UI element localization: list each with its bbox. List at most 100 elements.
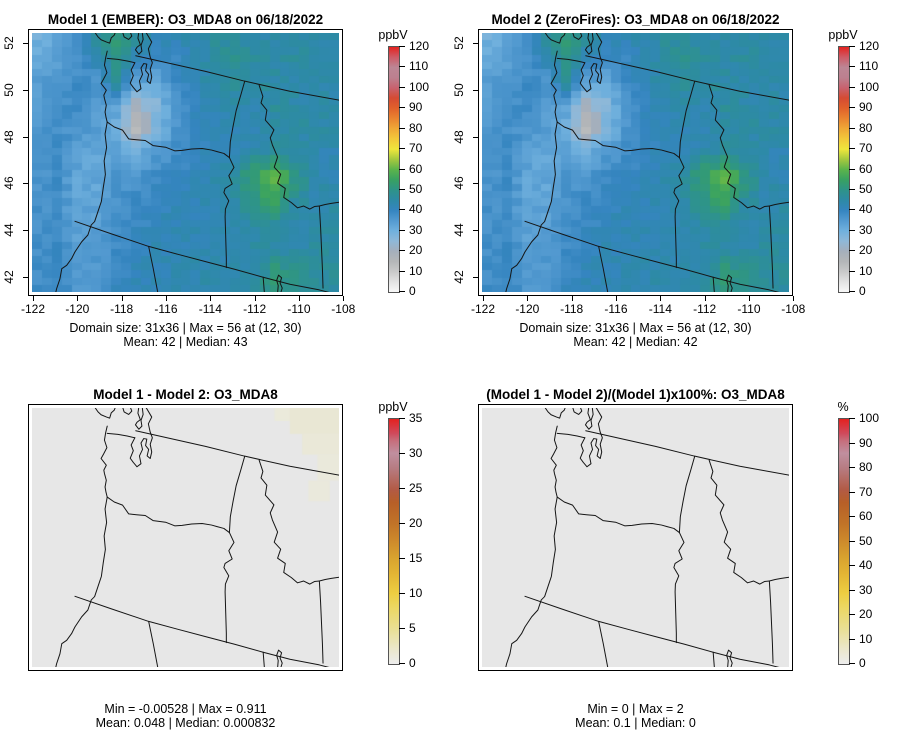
x-axis-tick xyxy=(527,296,529,301)
x-axis-tick-label: -108 xyxy=(331,302,356,316)
colorbar-tick-mark xyxy=(849,66,855,68)
colorbar-tick-label: 80 xyxy=(859,120,873,135)
y-axis-tick xyxy=(473,89,478,91)
colorbar-tick-label: 70 xyxy=(859,141,873,156)
panel-title: Model 1 (EMBER): O3_MDA8 on 06/18/2022 xyxy=(47,12,324,27)
x-axis-tick-label: -114 xyxy=(198,302,222,316)
colorbar-tick-label: 30 xyxy=(859,582,873,597)
colorbar-tick-label: 10 xyxy=(859,631,873,646)
colorbar-tick-label: 0 xyxy=(859,284,866,298)
x-axis-tick-label: -116 xyxy=(154,302,178,316)
stats-line-2: Mean: 42 | Median: 43 xyxy=(123,335,248,349)
x-axis-tick-label: -122 xyxy=(20,302,46,316)
y-axis-tick-label: 48 xyxy=(452,129,466,144)
y-axis-tick-label: 42 xyxy=(2,270,16,284)
colorbar-tick-mark xyxy=(399,418,405,419)
colorbar-tick-mark xyxy=(399,86,405,88)
colorbar-tick-label: 100 xyxy=(409,79,430,94)
colorbar-tick-label: 40 xyxy=(409,202,423,217)
panel-stats: Domain size: 31x36 | Max = 56 at (12, 30… xyxy=(456,321,815,349)
colorbar-tick-label: 60 xyxy=(859,509,873,523)
colorbar-tick-mark xyxy=(849,418,855,419)
stats-line-1: Domain size: 31x36 | Max = 56 at (12, 30… xyxy=(519,321,752,335)
x-axis-tick xyxy=(748,296,750,301)
colorbar-tick-mark xyxy=(849,491,855,493)
x-axis-tick-label: -112 xyxy=(693,302,717,316)
colorbar-tick-mark xyxy=(849,148,855,150)
x-axis-tick-label: -116 xyxy=(604,302,628,316)
colorbar-tick-mark xyxy=(399,127,405,129)
colorbar-tick-mark xyxy=(399,291,405,292)
colorbar-tick-mark xyxy=(849,540,855,542)
y-axis-tick-label: 46 xyxy=(2,176,16,191)
ozone-heatmap-raster xyxy=(32,33,339,292)
colorbar-tick-label: 60 xyxy=(409,161,423,176)
colorbar-tick-label: 120 xyxy=(859,39,880,53)
colorbar-tick-label: 10 xyxy=(859,263,873,278)
panel-title: (Model 1 - Model 2)/(Model 1)x100%: O3_M… xyxy=(486,387,785,402)
colorbar-tick-label: 50 xyxy=(859,181,873,196)
panel-model1-ember: Model 1 (EMBER): O3_MDA8 on 06/18/2022 -… xyxy=(0,0,450,376)
y-axis-tick-label: 50 xyxy=(2,83,16,97)
state-outline-map xyxy=(32,33,339,292)
x-axis-tick xyxy=(210,296,212,301)
colorbar-tick-mark xyxy=(849,589,855,591)
colorbar-tick-mark xyxy=(849,663,855,664)
state-outline-map xyxy=(32,408,339,667)
colorbar-tick-mark xyxy=(849,614,855,615)
y-axis-tick-label: 46 xyxy=(452,176,466,191)
colorbar xyxy=(838,418,850,665)
colorbar-tick-mark xyxy=(399,229,405,231)
x-axis-tick xyxy=(660,296,662,301)
colorbar-tick-label: 5 xyxy=(409,621,416,635)
x-axis-tick xyxy=(793,296,795,301)
colorbar xyxy=(388,46,400,293)
colorbar-tick-mark xyxy=(849,127,855,129)
colorbar-tick-mark xyxy=(849,46,855,47)
y-axis-tick-label: 44 xyxy=(452,223,466,237)
y-axis-tick xyxy=(473,136,478,138)
x-axis-tick xyxy=(615,296,617,301)
y-axis-tick xyxy=(23,136,28,138)
panel-title: Model 1 - Model 2: O3_MDA8 xyxy=(93,387,278,402)
colorbar-tick-mark xyxy=(399,107,405,109)
y-axis-tick-label: 44 xyxy=(2,223,16,237)
map-plot xyxy=(478,29,793,296)
x-axis-tick-label: -118 xyxy=(110,302,134,316)
state-outline-map xyxy=(482,408,789,667)
x-axis-tick-label: -122 xyxy=(470,302,496,316)
x-axis-tick xyxy=(254,296,256,301)
colorbar-tick-label: 90 xyxy=(409,100,423,115)
y-axis-tick-label: 52 xyxy=(452,36,466,50)
colorbar-tick-label: 30 xyxy=(409,222,423,237)
colorbar-tick-label: 20 xyxy=(859,607,873,621)
panel-model2-zerofires: Model 2 (ZeroFires): O3_MDA8 on 06/18/20… xyxy=(450,0,900,376)
percent-difference-heatmap-raster xyxy=(482,408,789,667)
x-axis-tick xyxy=(77,296,79,301)
colorbar-tick-label: 50 xyxy=(409,181,423,196)
colorbar-tick-mark xyxy=(849,565,855,566)
colorbar-unit-label: % xyxy=(837,400,849,414)
colorbar-tick-label: 20 xyxy=(859,243,873,258)
colorbar-tick-mark xyxy=(399,270,405,272)
colorbar-tick-label: 80 xyxy=(409,120,423,135)
colorbar-tick-mark xyxy=(849,229,855,231)
colorbar-tick-mark xyxy=(399,250,405,252)
colorbar-tick-mark xyxy=(849,107,855,109)
colorbar-tick-label: 110 xyxy=(859,59,879,74)
y-axis-tick xyxy=(473,230,478,232)
y-axis-tick xyxy=(473,183,478,185)
colorbar-tick-label: 20 xyxy=(409,243,423,258)
stats-line-2: Mean: 0.048 | Median: 0.000832 xyxy=(95,716,276,730)
colorbar-tick-mark xyxy=(399,46,405,47)
y-axis-tick xyxy=(473,43,478,44)
colorbar-tick-label: 15 xyxy=(409,551,423,565)
panel-stats: Min = -0.00528 | Max = 0.911 Mean: 0.048… xyxy=(6,702,365,730)
stats-line-1: Min = -0.00528 | Max = 0.911 xyxy=(104,702,267,716)
x-axis-tick xyxy=(571,296,573,301)
x-axis-tick-label: -120 xyxy=(65,302,90,316)
x-axis-tick-label: -118 xyxy=(560,302,584,316)
colorbar-tick-label: 0 xyxy=(409,656,416,670)
stats-line-2: Mean: 0.1 | Median: 0 xyxy=(575,716,696,730)
colorbar-unit-label: ppbV xyxy=(378,28,408,42)
